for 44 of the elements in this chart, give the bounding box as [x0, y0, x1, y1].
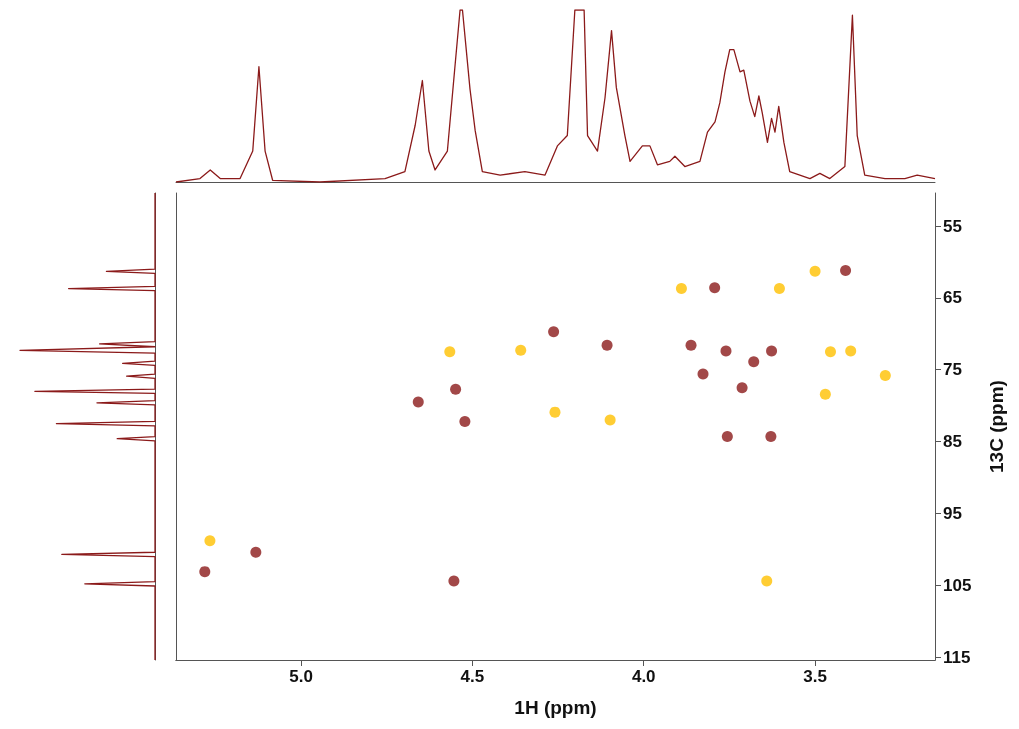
- point: [697, 368, 709, 380]
- point: [459, 415, 471, 427]
- point: [450, 383, 462, 395]
- point: [761, 575, 773, 587]
- x-tick-label: 3.5: [803, 667, 827, 686]
- point: [675, 283, 687, 295]
- point: [819, 388, 831, 400]
- point: [773, 283, 785, 295]
- x-tick-label: 5.0: [289, 667, 313, 686]
- point: [250, 546, 262, 558]
- y-axis-title: 13C (ppm): [986, 380, 1007, 473]
- point: [766, 345, 778, 357]
- point: [720, 345, 732, 357]
- y-tick-label: 105: [943, 575, 972, 595]
- point: [840, 265, 852, 277]
- point: [809, 265, 821, 277]
- point: [845, 345, 857, 357]
- point: [765, 431, 777, 443]
- point: [515, 344, 527, 356]
- y-tick-label: 85: [943, 432, 962, 452]
- x-tick-label: 4.0: [631, 667, 656, 686]
- point: [604, 414, 616, 426]
- y-tick-label: 55: [943, 216, 962, 236]
- x-tick-label: 4.5: [460, 667, 485, 686]
- x-axis-title: 1H (ppm): [514, 697, 597, 718]
- point: [204, 535, 216, 547]
- point: [709, 282, 721, 294]
- point: [412, 396, 424, 408]
- point: [601, 339, 613, 351]
- point: [548, 326, 560, 338]
- point: [685, 339, 697, 351]
- point: [879, 369, 891, 381]
- point: [736, 382, 748, 394]
- y-tick-label: 65: [943, 288, 962, 308]
- y-tick-label: 115: [943, 647, 971, 667]
- point: [721, 431, 733, 443]
- y-tick-label: 75: [943, 360, 962, 380]
- point: [444, 346, 456, 358]
- point: [748, 356, 760, 368]
- point: [448, 575, 460, 587]
- y-tick-label: 95: [943, 503, 962, 523]
- point: [199, 566, 211, 578]
- point: [549, 406, 561, 418]
- point: [825, 346, 836, 358]
